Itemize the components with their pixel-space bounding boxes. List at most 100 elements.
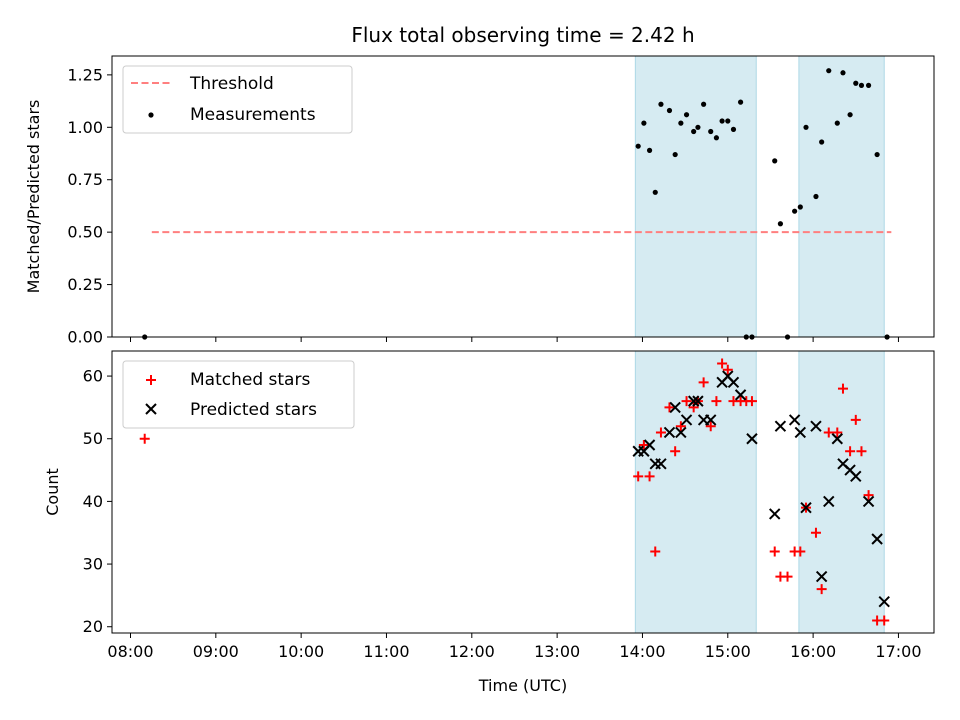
matched-star-point (655, 427, 666, 438)
x-tick-label: 15:00 (705, 642, 751, 661)
predicted-star-point (871, 533, 883, 545)
predicted-star-point (734, 389, 747, 401)
legend-predicted-label: Predicted stars (190, 400, 317, 420)
measurement-point (847, 112, 853, 118)
predicted-star-point (794, 426, 807, 439)
measurement-point (730, 126, 737, 132)
measurement-point (858, 82, 865, 88)
measurement-point (646, 147, 653, 153)
x-tick-label: 16:00 (790, 642, 836, 661)
measurement-point (683, 112, 690, 118)
measurement-point (708, 128, 714, 135)
matched-star-point (850, 414, 861, 425)
measurement-point (834, 120, 840, 126)
matched-star-point (823, 427, 834, 438)
y-tick-label: 1.00 (67, 118, 103, 137)
y-tick-label: 50 (83, 429, 103, 448)
ratio-legend-box (122, 65, 353, 134)
measurement-point (797, 204, 803, 210)
matched-star-point (722, 364, 733, 375)
legend-matched-swatch (146, 375, 156, 385)
predicted-star-point (643, 439, 656, 451)
predicted-star-point (675, 426, 687, 439)
x-tick-label: 13:00 (534, 642, 580, 661)
count-y-ticks: 20 30 40 50 60 (83, 367, 112, 636)
matched-star-point (139, 433, 150, 444)
predicted-star-point (831, 433, 844, 445)
measurement-point (652, 189, 658, 195)
matched-star-point (711, 396, 722, 407)
matched-star-point (644, 471, 655, 482)
predicted-star-point (810, 420, 822, 432)
observing-window (798, 55, 885, 338)
measurement-point (635, 143, 641, 149)
y-tick-label: 60 (83, 367, 103, 386)
predicted-star-point (746, 433, 758, 445)
ratio-plot-frame (111, 55, 935, 338)
measurement-point (819, 139, 825, 145)
measurement-point (641, 120, 647, 126)
matched-star-point (837, 383, 848, 394)
predicted-star-point (655, 458, 667, 470)
predicted-star-point (862, 495, 875, 508)
matched-star-point (675, 421, 686, 432)
y-tick-label: 0.25 (67, 275, 103, 294)
measurement-point (695, 124, 701, 130)
y-tick-label: 30 (83, 555, 103, 574)
y-tick-label: 20 (83, 617, 103, 636)
measurement-point (737, 99, 744, 105)
x-tick-label: 08:00 (107, 642, 153, 661)
observing-window (634, 55, 757, 338)
matched-star-point (638, 440, 649, 450)
predicted-star-point (774, 420, 787, 432)
matched-star-point (863, 490, 874, 501)
predicted-star-point (687, 395, 700, 407)
predicted-star-point (878, 595, 890, 608)
ratio-panel: 0.00 0.25 0.50 0.75 1.00 1.25 Matched/Predict… (24, 55, 935, 347)
matched-star-point (856, 446, 867, 457)
matched-star-point (650, 546, 661, 557)
x-tick-label: 17:00 (875, 642, 921, 661)
observing-window (798, 350, 885, 634)
count-x-ticks: 08:00 09:00 10:00 11:00 12:00 13:00 14:00 15:00… (107, 633, 922, 661)
matched-star-point (816, 584, 827, 595)
legend-measurements-label: Measurements (190, 105, 316, 125)
matched-star-point (795, 546, 806, 557)
measurement-point (803, 124, 809, 130)
predicted-star-point (850, 470, 862, 483)
matched-star-point (670, 446, 681, 457)
measurement-point (853, 80, 859, 86)
matched-star-point (705, 421, 716, 432)
predicted-star-point (823, 495, 835, 508)
ratio-y-ticks: 0.00 0.25 0.50 0.75 1.00 1.25 (67, 65, 112, 347)
x-tick-label: 09:00 (193, 642, 239, 661)
legend-matched-label: Matched stars (190, 370, 310, 390)
measurement-point (666, 107, 673, 114)
count-panel: 08:00 09:00 10:00 11:00 12:00 13:00 14:00 15:00… (43, 350, 935, 695)
predicted-star-point (788, 414, 801, 426)
matched-star-point (769, 546, 780, 557)
predicted-star-point (815, 570, 828, 583)
measurement-point (719, 118, 725, 124)
measurement-point (701, 101, 707, 107)
legend-threshold-label: Threshold (189, 74, 274, 94)
predicted-star-point (692, 395, 704, 407)
y-tick-label: 0.00 (67, 328, 103, 347)
measurement-point (792, 208, 798, 214)
measurement-point (672, 151, 678, 158)
x-axis-label: Time (UTC) (478, 676, 567, 695)
x-tick-label: 14:00 (619, 642, 665, 661)
measurement-point (678, 120, 684, 126)
ratio-x-ticks (129, 337, 899, 342)
measurement-point (777, 221, 784, 227)
predicted-star-point (800, 501, 812, 514)
chart-title: Flux total observing time = 2.42 h (351, 23, 694, 47)
measurement-point (725, 118, 731, 124)
measurement-point (874, 151, 880, 158)
predicted-star-point (727, 376, 740, 389)
y-tick-label: 0.75 (67, 170, 103, 189)
measurement-point (813, 193, 819, 200)
x-tick-label: 11:00 (363, 642, 409, 661)
y-tick-label: 40 (83, 492, 103, 511)
